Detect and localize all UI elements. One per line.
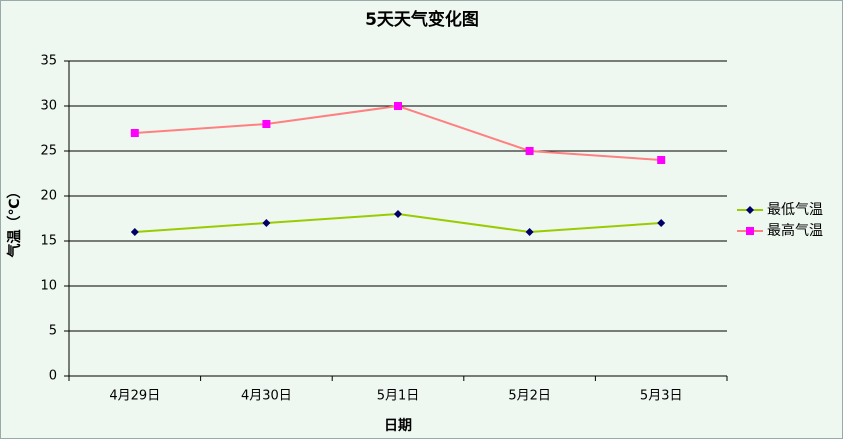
- y-tick-label: 35: [40, 54, 57, 69]
- x-tick-label: 5月2日: [508, 389, 551, 404]
- legend-label: 最低气温: [767, 202, 823, 218]
- data-point: [394, 210, 402, 218]
- x-tick-label: 5月1日: [377, 389, 420, 404]
- data-point: [130, 228, 139, 236]
- data-point: [525, 147, 534, 155]
- x-tick-label: 4月30日: [241, 389, 292, 404]
- legend-marker: [746, 206, 754, 214]
- x-tick-label: 5月3日: [640, 389, 683, 404]
- legend-label: 最高气温: [767, 222, 823, 239]
- y-tick-label: 0: [49, 369, 57, 384]
- y-tick-label: 10: [40, 279, 57, 294]
- data-point: [394, 102, 402, 110]
- data-point: [130, 129, 139, 137]
- data-point: [262, 120, 271, 128]
- chart-title: 5天天气变化图: [365, 9, 479, 30]
- data-point: [525, 228, 534, 236]
- y-tick-label: 30: [40, 99, 57, 114]
- y-tick-label: 15: [40, 234, 57, 249]
- data-point: [657, 156, 666, 164]
- legend-marker: [746, 227, 754, 235]
- data-point: [657, 219, 666, 227]
- x-tick-label: 4月29日: [109, 389, 160, 404]
- y-axis-label: 气温（℃）: [6, 185, 23, 259]
- data-point: [262, 219, 271, 227]
- y-tick-label: 25: [40, 144, 57, 159]
- x-axis-label: 日期: [384, 418, 412, 434]
- y-tick-label: 5: [49, 324, 57, 339]
- y-tick-label: 20: [40, 189, 57, 204]
